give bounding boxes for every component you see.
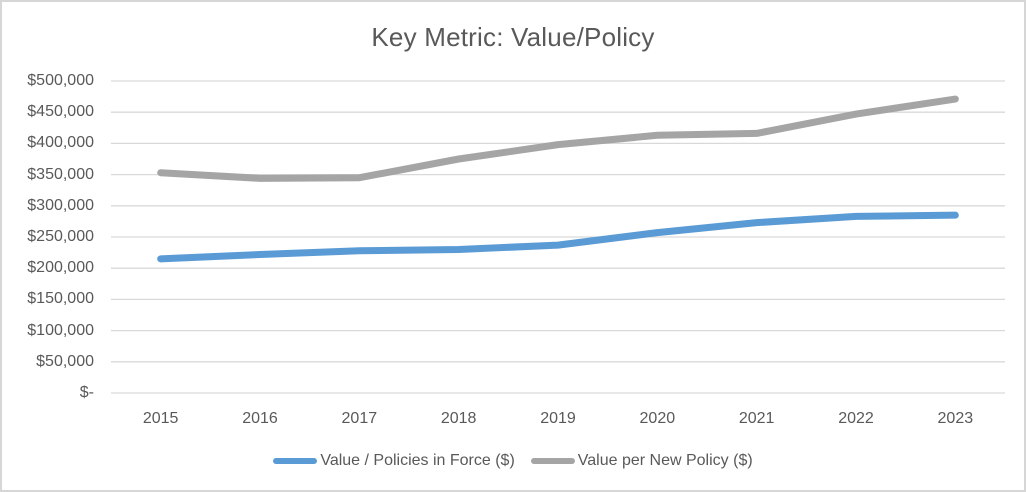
x-tick-label: 2017 [341, 410, 378, 427]
x-tick-label: 2023 [937, 410, 974, 427]
x-tick-label: 2021 [738, 410, 775, 427]
y-tick-label: $400,000 [27, 134, 94, 152]
legend: Value / Policies in Force ($) Value per N… [2, 452, 1024, 470]
x-tick-label: 2022 [838, 410, 874, 427]
y-tick-label: $450,000 [27, 103, 94, 121]
legend-swatch-icon [530, 458, 575, 464]
series-line-value-per-new-policy [157, 95, 959, 182]
y-tick-label: $50,000 [36, 352, 94, 370]
y-tick-label: $200,000 [27, 259, 94, 277]
x-tick-label: 2019 [540, 410, 576, 427]
legend-label: Value / Policies in Force ($) [320, 452, 515, 469]
y-tick-label: $100,000 [27, 321, 94, 339]
x-tick-label: 2020 [639, 410, 676, 427]
legend-item: Value per New Policy ($) [530, 452, 753, 470]
y-tick-label: $250,000 [27, 228, 94, 245]
legend-swatch-icon [273, 458, 318, 464]
legend-item: Value / Policies in Force ($) [273, 452, 515, 470]
chart-title: Key Metric: Value/Policy [371, 22, 655, 52]
x-tick-label: 2015 [142, 410, 179, 427]
legend-label: Value per New Policy ($) [577, 452, 753, 469]
y-tick-label: $350,000 [27, 165, 94, 183]
x-tick-label: 2018 [440, 410, 477, 427]
y-tick-label: $500,000 [27, 72, 94, 89]
y-tick-label: $150,000 [27, 290, 94, 308]
x-tick-label: 2016 [242, 410, 278, 427]
y-tick-label: $300,000 [27, 196, 94, 214]
series-line-value-policies-in-force [157, 211, 959, 263]
y-tick-label: $- [79, 384, 94, 401]
